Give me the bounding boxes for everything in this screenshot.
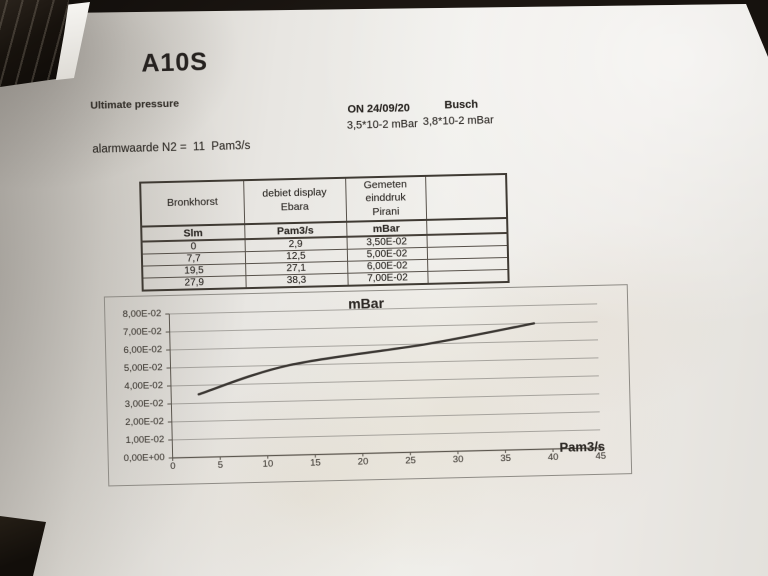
x-tick-label: 45 bbox=[595, 450, 607, 462]
measurement-table: Bronkhorst debiet display Ebara Gemeten ei… bbox=[139, 172, 510, 292]
x-tick-label: 35 bbox=[500, 452, 512, 465]
x-tick-label: 15 bbox=[310, 457, 321, 469]
table-cell: 7,00E-02 bbox=[347, 271, 428, 286]
x-tick-label: 5 bbox=[217, 459, 224, 471]
y-tick-label: 1,00E-02 bbox=[125, 434, 165, 447]
y-axis-line bbox=[168, 313, 174, 458]
reading-date-value: 3,5*10-2 mBar bbox=[346, 118, 418, 132]
table-header-cell bbox=[425, 173, 508, 220]
gridline bbox=[170, 375, 599, 387]
gridline bbox=[169, 303, 598, 315]
x-tick-label: 10 bbox=[262, 458, 274, 470]
x-tick-label: 40 bbox=[547, 451, 559, 464]
table-header-cell: debiet display Ebara bbox=[243, 177, 347, 225]
x-tick-label: 30 bbox=[452, 454, 464, 466]
x-tick-label: 0 bbox=[170, 460, 176, 472]
y-tick-label: 7,00E-02 bbox=[123, 326, 162, 339]
reading-busch-label: Busch bbox=[444, 98, 479, 112]
gridline bbox=[171, 393, 600, 405]
measurement-table-head: Bronkhorst debiet display Ebara Gemeten ei… bbox=[140, 173, 508, 242]
reading-date-label: ON 24/09/20 bbox=[347, 102, 411, 116]
pressure-chart: mBar Pam3/s 0,00E+00 1,00E-02 2,00E-02 3,00… bbox=[103, 284, 633, 487]
document-subtitle: Ultimate pressure bbox=[90, 97, 180, 112]
gridline bbox=[172, 429, 601, 441]
y-tick-label: 8,00E-02 bbox=[122, 308, 162, 321]
table-cell: 38,3 bbox=[245, 273, 348, 289]
table-cell: 27,9 bbox=[142, 275, 246, 291]
table-cell bbox=[427, 269, 509, 284]
x-axis-line bbox=[172, 447, 601, 459]
y-tick-label: 5,00E-02 bbox=[123, 362, 163, 375]
document-title: A10S bbox=[141, 47, 209, 78]
chart-plot-svg bbox=[165, 303, 602, 461]
table-header-cell: Bronkhorst bbox=[140, 180, 245, 227]
gridline bbox=[169, 321, 598, 333]
x-tick-label: 25 bbox=[405, 455, 416, 467]
y-tick-label: 3,00E-02 bbox=[124, 398, 164, 411]
alarm-threshold-text: alarmwaarde N2 = 11 Pam3/s bbox=[92, 140, 251, 156]
table-header-cell: Gemeten einddruk Pirani bbox=[345, 175, 427, 222]
y-tick-label: 6,00E-02 bbox=[123, 344, 163, 357]
gridline bbox=[170, 357, 599, 369]
gridline bbox=[171, 411, 600, 423]
measurement-table-body: 0 2,9 3,50E-02 7,7 12,5 5,00E-02 19,5 27,1 6,00E… bbox=[141, 232, 509, 291]
reading-busch-value: 3,8*10-2 mBar bbox=[422, 114, 494, 128]
data-series-line bbox=[197, 322, 536, 396]
y-tick-label: 2,00E-02 bbox=[125, 416, 164, 429]
x-tick-label: 20 bbox=[357, 456, 369, 468]
gridline bbox=[170, 339, 599, 351]
y-tick-label: 0,00E+00 bbox=[123, 452, 165, 465]
y-tick-label: 4,00E-02 bbox=[124, 380, 164, 393]
